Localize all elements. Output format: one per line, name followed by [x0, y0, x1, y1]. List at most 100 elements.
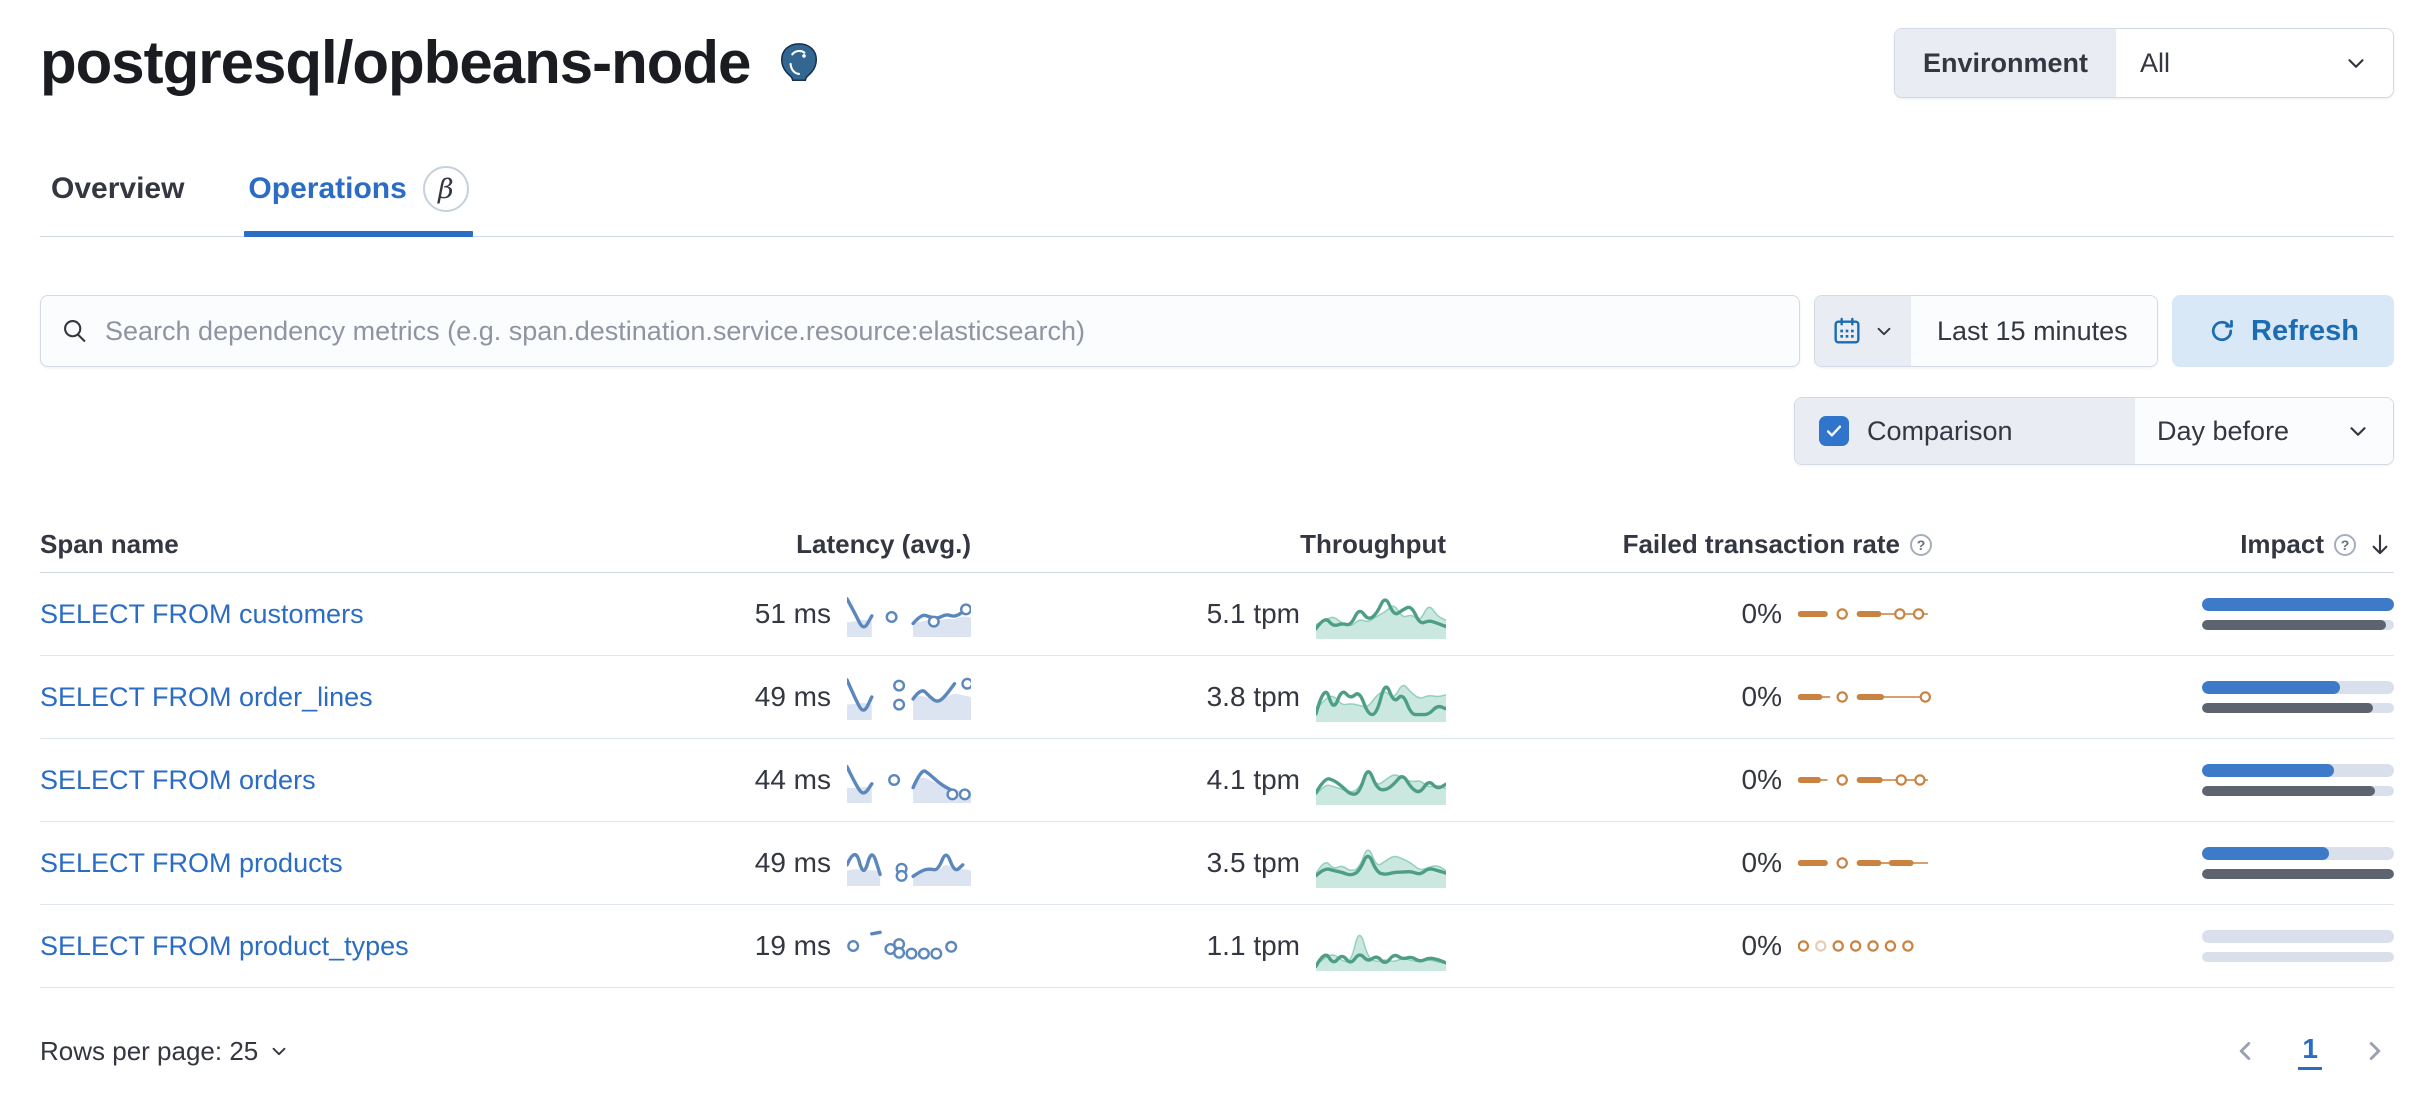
impact-bar-previous	[2202, 869, 2394, 879]
tab-overview[interactable]: Overview	[47, 166, 188, 236]
tab-bar: Overview Operations β	[40, 166, 2394, 237]
chevron-down-icon	[2345, 418, 2371, 444]
latency-sparkline	[847, 677, 971, 720]
postgresql-icon	[776, 40, 822, 86]
operations-table: Span name Latency (avg.) Throughput Fail…	[40, 517, 2394, 988]
impact-bar-previous	[2202, 786, 2394, 796]
span-name-link[interactable]: SELECT FROM products	[40, 847, 343, 878]
impact-bar-previous	[2202, 620, 2394, 630]
pagination: 1	[2226, 1032, 2394, 1070]
comparison-row: Comparison Day before	[40, 397, 2394, 465]
search-input[interactable]	[105, 315, 1779, 347]
throughput-value: 3.5 tpm	[1206, 847, 1300, 878]
impact-bar-current	[2202, 847, 2394, 860]
beta-badge: β	[422, 166, 469, 212]
table-row: SELECT FROM order_lines 49 ms 3.8 tpm 0%	[40, 656, 2394, 739]
failed-rate-sparkline	[1798, 857, 1928, 869]
page-header: postgresql/opbeans-node Environment All	[40, 28, 2394, 98]
tab-overview-label: Overview	[51, 172, 185, 205]
toolbar: Last 15 minutes Refresh	[40, 295, 2394, 367]
impact-bar-current	[2202, 930, 2394, 943]
date-picker-menu-button[interactable]	[1815, 296, 1911, 366]
refresh-button[interactable]: Refresh	[2172, 295, 2394, 367]
throughput-value: 5.1 tpm	[1206, 598, 1300, 629]
throughput-sparkline	[1316, 934, 1446, 971]
chevron-down-icon	[2343, 50, 2369, 76]
span-name-header-label: Span name	[40, 529, 179, 559]
environment-select[interactable]: Environment All	[1894, 28, 2394, 98]
comparison-checkbox[interactable]	[1819, 416, 1849, 446]
failed-rate-value: 0%	[1741, 598, 1782, 629]
impact-header-label: Impact	[2240, 529, 2324, 559]
failed-rate-value: 0%	[1741, 764, 1782, 795]
impact-bar-current	[2202, 681, 2394, 694]
latency-sparkline	[847, 930, 958, 960]
span-name-link[interactable]: SELECT FROM product_types	[40, 930, 409, 961]
date-picker: Last 15 minutes	[1814, 295, 2158, 367]
span-name-link[interactable]: SELECT FROM order_lines	[40, 681, 373, 712]
latency-sparkline	[847, 853, 971, 886]
throughput-header-label: Throughput	[1300, 529, 1446, 559]
impact-bars	[2202, 681, 2394, 713]
refresh-icon	[2207, 316, 2237, 346]
help-icon[interactable]: ?	[1910, 533, 1932, 556]
time-range-button[interactable]: Last 15 minutes	[1911, 296, 2157, 366]
latency-value: 51 ms	[754, 598, 831, 629]
column-header-latency[interactable]: Latency (avg.)	[571, 529, 971, 560]
impact-bar-current	[2202, 598, 2394, 611]
column-header-impact[interactable]: Impact ?	[1932, 529, 2394, 560]
throughput-sparkline	[1316, 598, 1446, 639]
column-header-failed-rate[interactable]: Failed transaction rate ?	[1446, 529, 1932, 560]
latency-value: 49 ms	[754, 681, 831, 712]
page-number-1[interactable]: 1	[2298, 1033, 2322, 1070]
refresh-label: Refresh	[2251, 314, 2359, 347]
throughput-sparkline	[1316, 770, 1446, 805]
latency-header-label: Latency (avg.)	[796, 529, 971, 559]
rows-per-page-button[interactable]: Rows per page: 25	[40, 1036, 290, 1067]
failed-rate-value: 0%	[1741, 847, 1782, 878]
comparison-group: Comparison Day before	[1794, 397, 2394, 465]
latency-value: 49 ms	[754, 847, 831, 878]
previous-page-button[interactable]	[2226, 1032, 2264, 1070]
failed-rate-value: 0%	[1741, 681, 1782, 712]
throughput-value: 3.8 tpm	[1206, 681, 1300, 712]
latency-value: 19 ms	[754, 930, 831, 961]
impact-bar-current	[2202, 764, 2394, 777]
throughput-value: 4.1 tpm	[1206, 764, 1300, 795]
comparison-select[interactable]: Day before	[2135, 398, 2393, 464]
chevron-down-icon	[268, 1040, 290, 1062]
next-page-button[interactable]	[2356, 1032, 2394, 1070]
span-name-link[interactable]: SELECT FROM customers	[40, 598, 364, 629]
impact-bars	[2202, 598, 2394, 630]
table-row: SELECT FROM orders 44 ms 4.1 tpm 0%	[40, 739, 2394, 822]
latency-sparkline	[847, 765, 971, 803]
tab-operations[interactable]: Operations β	[244, 166, 474, 237]
environment-value: All	[2140, 47, 2171, 78]
comparison-checkbox-label[interactable]: Comparison	[1795, 398, 2135, 464]
impact-bar-previous	[2202, 703, 2394, 713]
throughput-value: 1.1 tpm	[1206, 930, 1300, 961]
help-icon[interactable]: ?	[2334, 533, 2356, 556]
table-row: SELECT FROM products 49 ms 3.5 tpm 0%	[40, 822, 2394, 905]
span-name-link[interactable]: SELECT FROM orders	[40, 764, 316, 795]
table-row: SELECT FROM customers 51 ms 5.1 tpm 0%	[40, 573, 2394, 656]
table-header: Span name Latency (avg.) Throughput Fail…	[40, 517, 2394, 573]
throughput-sparkline	[1316, 849, 1446, 888]
calendar-icon	[1831, 315, 1863, 347]
column-header-throughput[interactable]: Throughput	[971, 529, 1446, 560]
search-icon	[61, 317, 89, 345]
table-row: SELECT FROM product_types 19 ms 1.1 tpm …	[40, 905, 2394, 988]
failed-rate-sparkline	[1798, 608, 1928, 620]
page-title: postgresql/opbeans-node	[40, 29, 751, 96]
failed-rate-sparkline	[1798, 691, 1932, 703]
failed-rate-header-label: Failed transaction rate	[1622, 529, 1900, 559]
impact-bars	[2202, 930, 2394, 962]
latency-sparkline	[847, 597, 971, 637]
tab-operations-label: Operations	[248, 172, 407, 205]
column-header-span-name[interactable]: Span name	[40, 529, 571, 560]
table-footer: Rows per page: 25 1	[40, 1032, 2394, 1070]
failed-rate-sparkline	[1798, 940, 1914, 952]
failed-rate-sparkline	[1798, 774, 1928, 786]
environment-label: Environment	[1895, 29, 2117, 97]
latency-value: 44 ms	[754, 764, 831, 795]
